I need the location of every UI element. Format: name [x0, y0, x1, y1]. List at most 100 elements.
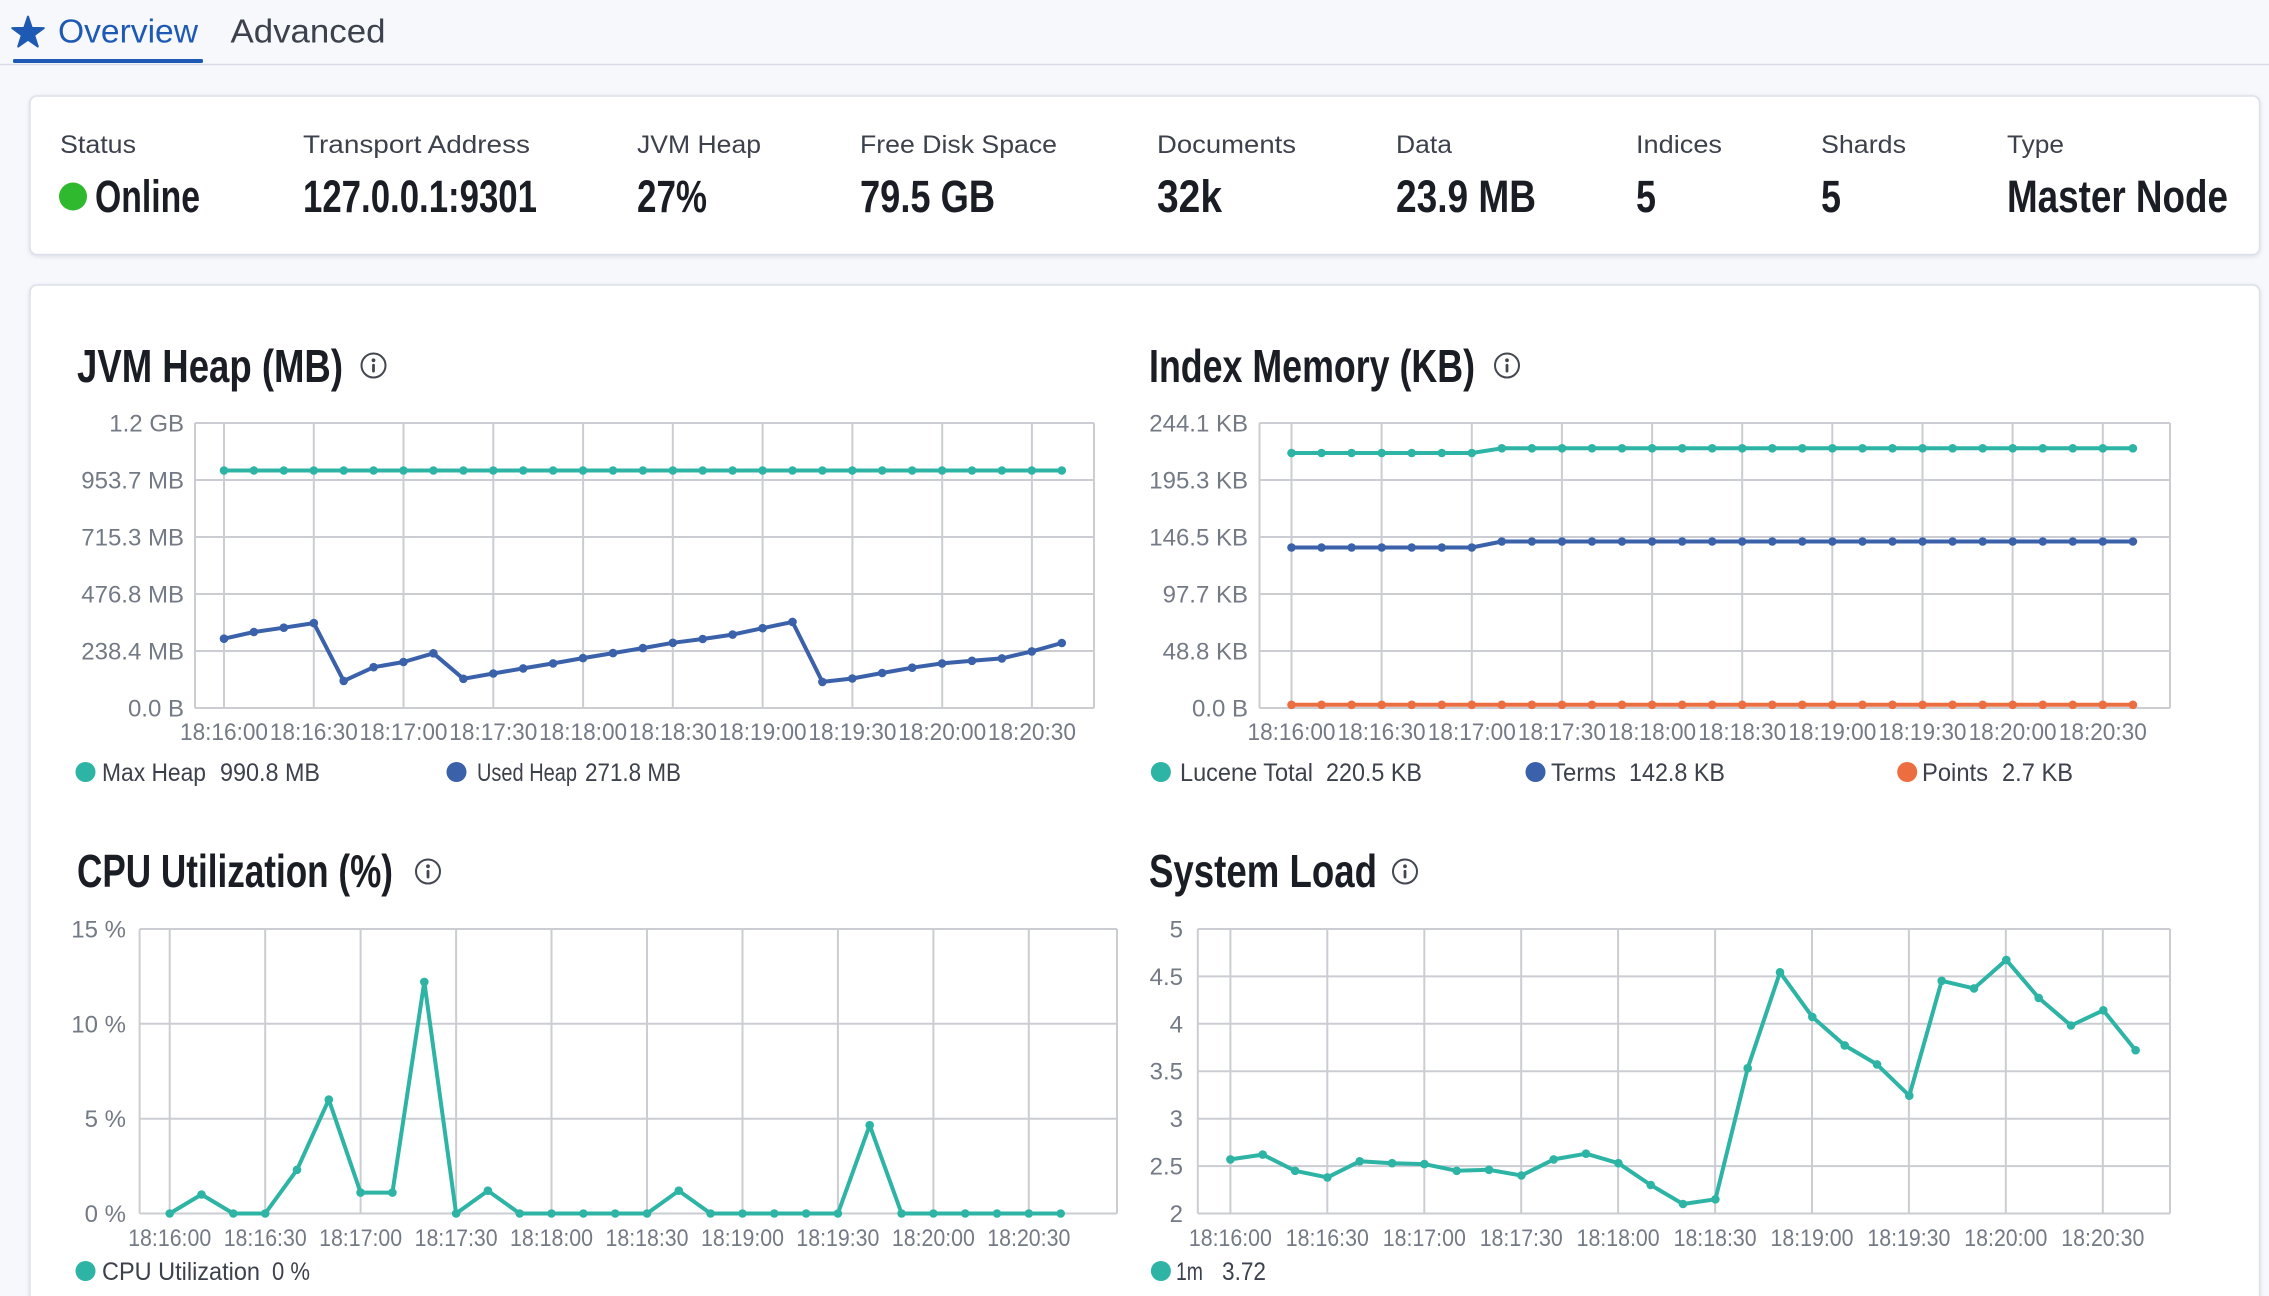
- svg-text:18:17:30: 18:17:30: [449, 719, 537, 746]
- svg-text:990.8 MB: 990.8 MB: [220, 759, 320, 787]
- svg-text:32k: 32k: [1157, 171, 1223, 222]
- svg-text:Indices: Indices: [1636, 131, 1722, 159]
- svg-text:1m: 1m: [1176, 1258, 1203, 1286]
- svg-text:18:19:00: 18:19:00: [1788, 719, 1876, 746]
- svg-text:18:18:30: 18:18:30: [629, 719, 717, 746]
- svg-text:18:17:30: 18:17:30: [415, 1225, 498, 1252]
- svg-text:127.0.0.1:9301: 127.0.0.1:9301: [303, 171, 537, 222]
- svg-text:18:19:30: 18:19:30: [1879, 719, 1967, 746]
- svg-text:Lucene Total: Lucene Total: [1180, 759, 1313, 787]
- svg-text:Index Memory (KB): Index Memory (KB): [1149, 340, 1475, 392]
- svg-text:Status: Status: [60, 131, 136, 159]
- svg-text:244.1 KB: 244.1 KB: [1149, 411, 1248, 438]
- svg-text:5: 5: [1636, 171, 1656, 222]
- svg-text:18:16:30: 18:16:30: [270, 719, 358, 746]
- svg-text:5: 5: [1170, 917, 1183, 944]
- svg-text:18:16:30: 18:16:30: [224, 1225, 307, 1252]
- svg-text:0.0 B: 0.0 B: [128, 696, 184, 723]
- svg-text:18:18:00: 18:18:00: [1577, 1225, 1660, 1252]
- svg-text:18:20:30: 18:20:30: [987, 1225, 1070, 1252]
- svg-text:Max Heap: Max Heap: [102, 759, 206, 787]
- svg-text:CPU Utilization: CPU Utilization: [102, 1258, 260, 1286]
- svg-text:Documents: Documents: [1157, 131, 1296, 159]
- svg-text:18:19:00: 18:19:00: [719, 719, 807, 746]
- svg-text:0.0 B: 0.0 B: [1192, 696, 1248, 723]
- svg-text:18:20:30: 18:20:30: [988, 719, 1076, 746]
- svg-text:18:17:00: 18:17:00: [319, 1225, 402, 1252]
- svg-text:18:18:00: 18:18:00: [510, 1225, 593, 1252]
- svg-text:3.5: 3.5: [1150, 1059, 1183, 1086]
- svg-text:18:16:00: 18:16:00: [180, 719, 268, 746]
- svg-text:18:18:30: 18:18:30: [1674, 1225, 1757, 1252]
- svg-text:2.5: 2.5: [1150, 1154, 1183, 1181]
- svg-text:Overview: Overview: [58, 13, 198, 50]
- svg-text:18:18:00: 18:18:00: [1608, 719, 1696, 746]
- svg-text:18:16:00: 18:16:00: [1189, 1225, 1272, 1252]
- svg-text:Advanced: Advanced: [231, 13, 386, 50]
- svg-text:5: 5: [1821, 171, 1841, 222]
- svg-text:18:16:30: 18:16:30: [1338, 719, 1426, 746]
- svg-text:79.5 GB: 79.5 GB: [860, 171, 995, 222]
- svg-text:48.8 KB: 48.8 KB: [1163, 639, 1248, 666]
- svg-text:2: 2: [1170, 1201, 1183, 1228]
- svg-text:18:19:00: 18:19:00: [701, 1225, 784, 1252]
- svg-text:18:17:30: 18:17:30: [1480, 1225, 1563, 1252]
- svg-text:18:20:00: 18:20:00: [1969, 719, 2057, 746]
- svg-text:5 %: 5 %: [85, 1106, 126, 1133]
- svg-text:Free Disk Space: Free Disk Space: [860, 131, 1057, 159]
- svg-text:JVM Heap (MB): JVM Heap (MB): [77, 340, 343, 392]
- svg-text:953.7 MB: 953.7 MB: [81, 468, 184, 495]
- svg-text:3: 3: [1170, 1106, 1183, 1133]
- svg-text:Points: Points: [1922, 759, 1988, 787]
- svg-text:4.5: 4.5: [1150, 964, 1183, 991]
- svg-text:18:19:30: 18:19:30: [796, 1225, 879, 1252]
- svg-text:Used Heap: Used Heap: [477, 759, 577, 787]
- svg-text:18:20:00: 18:20:00: [898, 719, 986, 746]
- svg-text:23.9 MB: 23.9 MB: [1396, 171, 1536, 222]
- svg-text:220.5 KB: 220.5 KB: [1326, 759, 1422, 787]
- svg-text:97.7 KB: 97.7 KB: [1163, 582, 1248, 609]
- svg-text:18:18:30: 18:18:30: [606, 1225, 689, 1252]
- svg-text:195.3 KB: 195.3 KB: [1149, 468, 1248, 495]
- svg-text:0 %: 0 %: [272, 1258, 310, 1286]
- svg-text:CPU Utilization (%): CPU Utilization (%): [77, 845, 393, 897]
- svg-text:18:20:30: 18:20:30: [2059, 719, 2147, 746]
- svg-text:18:17:00: 18:17:00: [360, 719, 448, 746]
- svg-text:18:20:30: 18:20:30: [2061, 1225, 2144, 1252]
- svg-text:238.4 MB: 238.4 MB: [81, 639, 184, 666]
- svg-text:18:20:00: 18:20:00: [1964, 1225, 2047, 1252]
- svg-text:18:19:00: 18:19:00: [1771, 1225, 1854, 1252]
- svg-text:18:16:30: 18:16:30: [1286, 1225, 1369, 1252]
- svg-text:15 %: 15 %: [71, 917, 126, 944]
- svg-text:18:17:00: 18:17:00: [1428, 719, 1516, 746]
- svg-text:4: 4: [1170, 1011, 1183, 1038]
- svg-text:18:19:30: 18:19:30: [808, 719, 896, 746]
- svg-text:18:16:00: 18:16:00: [128, 1225, 211, 1252]
- svg-text:10 %: 10 %: [71, 1011, 126, 1038]
- svg-text:3.72: 3.72: [1222, 1258, 1266, 1286]
- svg-text:18:18:00: 18:18:00: [539, 719, 627, 746]
- svg-text:715.3 MB: 715.3 MB: [81, 525, 184, 552]
- svg-text:Transport Address: Transport Address: [303, 131, 530, 159]
- svg-text:18:18:30: 18:18:30: [1698, 719, 1786, 746]
- svg-text:1.2 GB: 1.2 GB: [109, 411, 184, 438]
- svg-text:18:17:30: 18:17:30: [1518, 719, 1606, 746]
- svg-text:System Load: System Load: [1149, 845, 1377, 897]
- svg-text:Terms: Terms: [1551, 759, 1616, 787]
- svg-text:27%: 27%: [637, 171, 707, 222]
- svg-text:Type: Type: [2007, 131, 2064, 159]
- svg-text:JVM Heap: JVM Heap: [637, 131, 761, 159]
- svg-text:Online: Online: [95, 171, 200, 222]
- svg-text:2.7 KB: 2.7 KB: [2002, 759, 2073, 787]
- svg-text:142.8 KB: 142.8 KB: [1629, 759, 1725, 787]
- svg-text:146.5 KB: 146.5 KB: [1149, 525, 1248, 552]
- svg-text:Shards: Shards: [1821, 131, 1906, 159]
- svg-text:Data: Data: [1396, 131, 1452, 159]
- svg-text:18:17:00: 18:17:00: [1383, 1225, 1466, 1252]
- svg-text:0 %: 0 %: [85, 1201, 126, 1228]
- svg-text:476.8 MB: 476.8 MB: [81, 582, 184, 609]
- svg-text:18:19:30: 18:19:30: [1867, 1225, 1950, 1252]
- svg-text:18:20:00: 18:20:00: [892, 1225, 975, 1252]
- svg-text:Master Node: Master Node: [2007, 171, 2228, 222]
- svg-text:271.8 MB: 271.8 MB: [585, 759, 681, 787]
